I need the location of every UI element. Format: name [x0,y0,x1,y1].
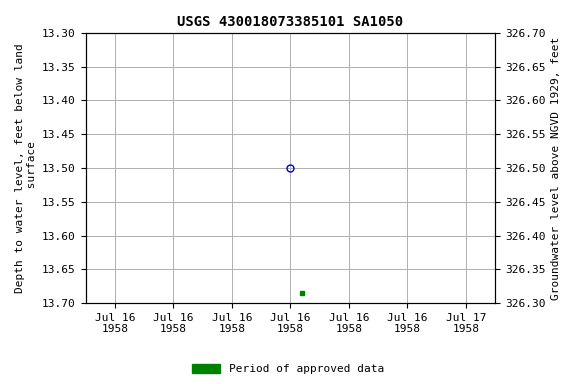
Y-axis label: Groundwater level above NGVD 1929, feet: Groundwater level above NGVD 1929, feet [551,36,561,300]
Title: USGS 430018073385101 SA1050: USGS 430018073385101 SA1050 [177,15,403,29]
Y-axis label: Depth to water level, feet below land
 surface: Depth to water level, feet below land su… [15,43,37,293]
Legend: Period of approved data: Period of approved data [188,359,388,379]
